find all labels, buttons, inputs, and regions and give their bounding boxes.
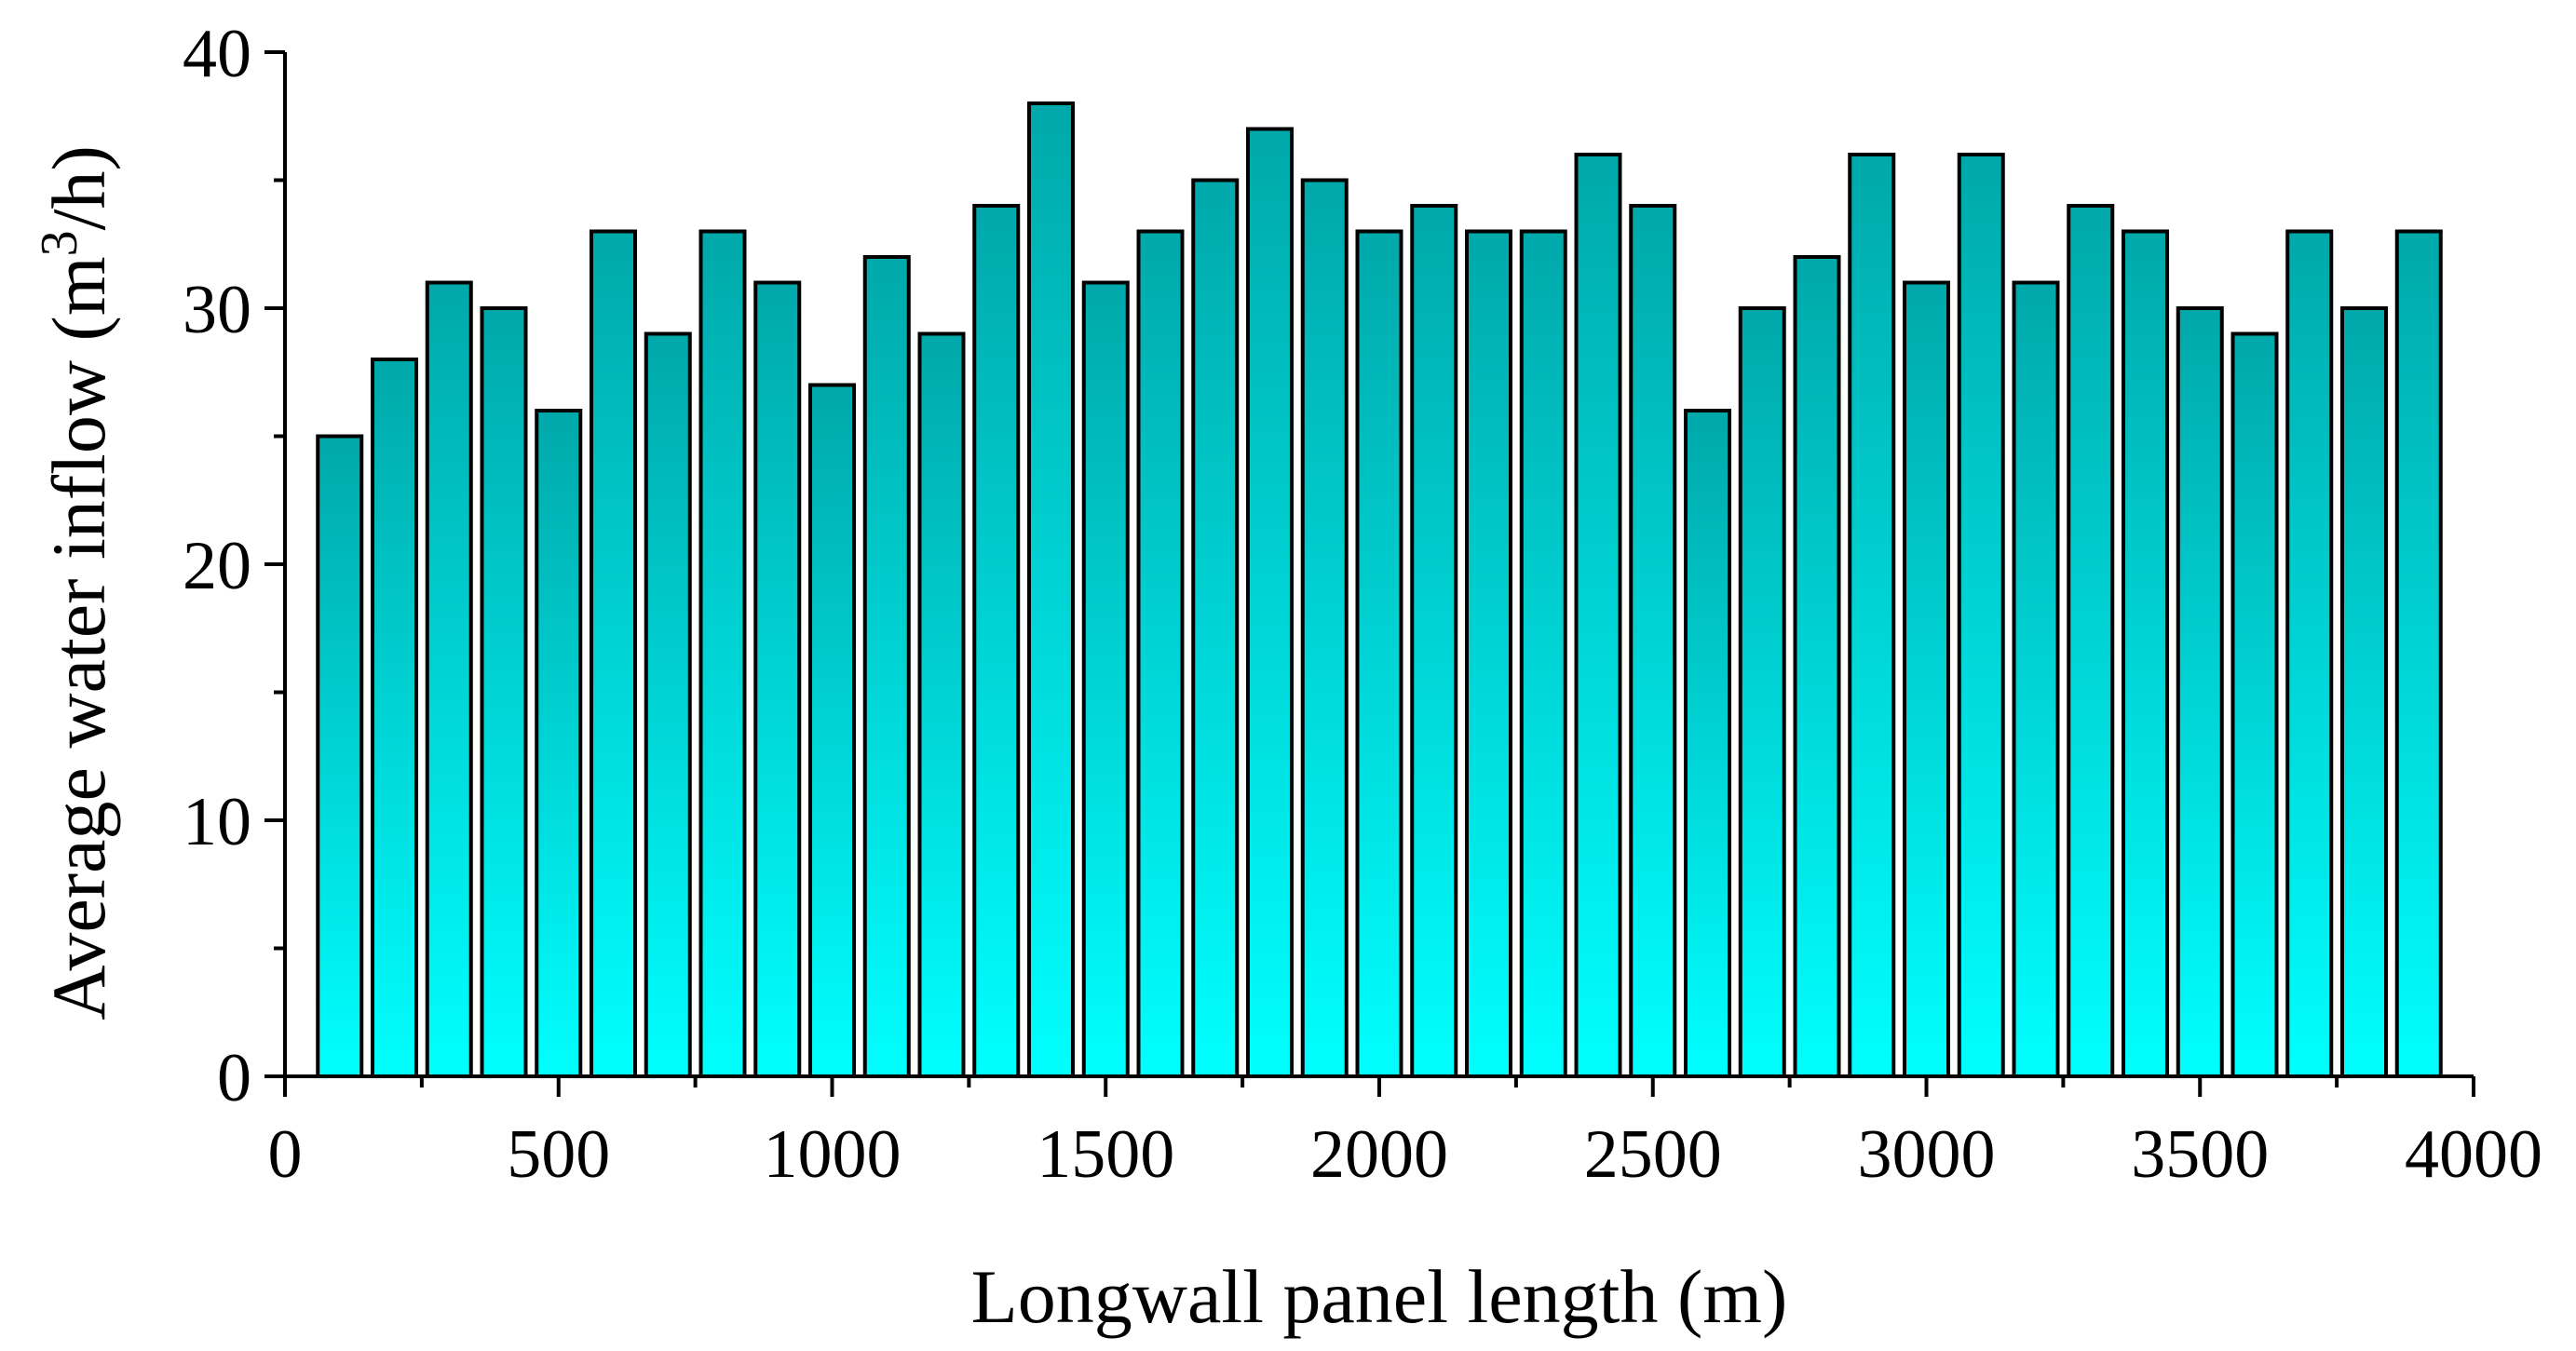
y-tick-label: 30 — [183, 272, 251, 348]
bar — [2285, 229, 2334, 1078]
bar — [1355, 229, 1403, 1078]
y-tick-label: 10 — [183, 784, 251, 860]
x-tick-label: 1000 — [764, 1116, 902, 1193]
bar — [1629, 204, 1677, 1078]
bar — [1081, 280, 1130, 1078]
bar — [862, 255, 911, 1078]
bar-series — [316, 101, 2443, 1078]
x-tick-label: 2000 — [1310, 1116, 1448, 1193]
bar — [1574, 153, 1622, 1078]
y-axis-title-main: Average water inflow (m — [36, 256, 121, 1020]
bar — [371, 358, 418, 1078]
bar — [1465, 229, 1512, 1078]
bar — [1903, 280, 1950, 1078]
y-axis-ticks: 0 10 20 30 40 — [183, 16, 285, 1116]
bar — [1957, 153, 2005, 1078]
bar — [316, 434, 364, 1078]
bar — [2340, 306, 2388, 1078]
bar — [535, 409, 583, 1078]
bar — [2394, 229, 2443, 1078]
bar — [2012, 280, 2060, 1078]
bar — [480, 306, 528, 1078]
bar — [1410, 204, 1458, 1078]
x-tick-label: 0 — [268, 1116, 303, 1193]
bar — [1793, 255, 1841, 1078]
bar — [590, 229, 637, 1078]
bar — [425, 280, 473, 1078]
bar — [1136, 229, 1185, 1078]
bar — [644, 331, 692, 1078]
bar — [1848, 153, 1896, 1078]
x-axis-ticks: 0 500 1000 1500 2000 2500 3000 3500 4000 — [268, 1076, 2542, 1193]
bar — [753, 280, 802, 1078]
y-axis-title: Average water inflow (m3/h) — [31, 145, 121, 1020]
x-tick-label: 2500 — [1584, 1116, 1722, 1193]
bar — [1300, 178, 1349, 1078]
bar — [972, 204, 1021, 1078]
bar — [2067, 204, 2115, 1078]
bar — [1027, 101, 1075, 1078]
y-axis-title-superscript: 3 — [31, 230, 88, 256]
bar — [698, 229, 747, 1078]
bar — [1519, 229, 1567, 1078]
x-tick-label: 500 — [507, 1116, 610, 1193]
y-tick-label: 0 — [217, 1040, 251, 1116]
y-tick-label: 40 — [183, 16, 251, 92]
x-tick-label: 3000 — [1858, 1116, 1996, 1193]
bar — [2122, 229, 2169, 1078]
bar — [1684, 409, 1731, 1078]
bar — [1738, 306, 1786, 1078]
x-tick-label: 3500 — [2131, 1116, 2269, 1193]
y-tick-label: 20 — [183, 528, 251, 604]
bar — [917, 331, 966, 1078]
bar — [2230, 331, 2279, 1078]
y-axis-title-tail: /h) — [36, 145, 121, 230]
bar — [2176, 306, 2224, 1078]
x-tick-label: 4000 — [2405, 1116, 2542, 1193]
x-tick-label: 1500 — [1037, 1116, 1174, 1193]
x-axis-title: Longwall panel length (m) — [971, 1254, 1788, 1339]
bar — [1246, 127, 1294, 1078]
bar — [1191, 178, 1240, 1078]
bar — [808, 383, 856, 1078]
